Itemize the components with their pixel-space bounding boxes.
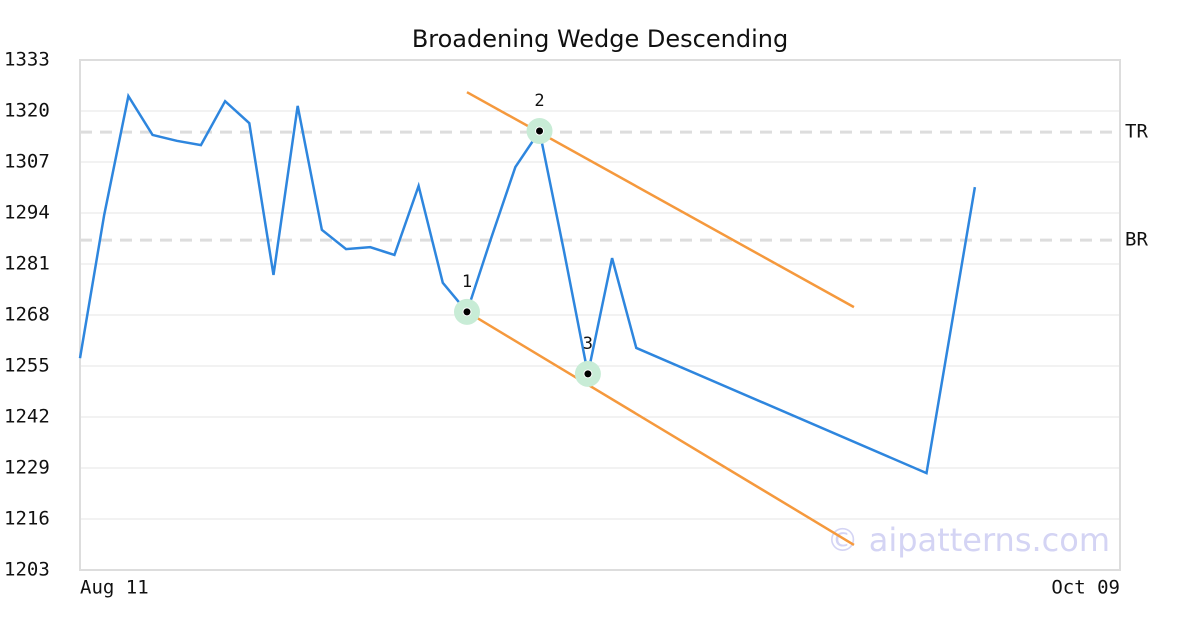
level-label: BR — [1125, 229, 1148, 251]
y-tick-label: 1333 — [4, 49, 50, 71]
pivot-dot — [583, 369, 593, 379]
y-tick-label: 1294 — [4, 202, 50, 224]
plot-frame — [79, 59, 1121, 571]
y-tick-label: 1216 — [4, 508, 50, 530]
pivot-label: 1 — [462, 272, 472, 292]
y-tick-label: 1255 — [4, 355, 50, 377]
y-tick-label: 1268 — [4, 304, 50, 326]
price-line — [78, 92, 977, 475]
trend-line — [466, 310, 855, 546]
pivot-label: 2 — [534, 91, 544, 111]
pivot-dot — [462, 307, 472, 317]
trend-line — [466, 91, 855, 309]
y-tick-label: 1229 — [4, 457, 50, 479]
chart-title: Broadening Wedge Descending — [412, 25, 788, 53]
pivot-dot — [535, 126, 545, 136]
y-tick-label: 1307 — [4, 151, 50, 173]
y-tick-label: 1320 — [4, 100, 50, 122]
watermark: © aipatterns.com — [827, 521, 1110, 559]
y-tick-label: 1242 — [4, 406, 50, 428]
x-tick-label: Aug 11 — [80, 577, 149, 599]
y-tick-label: 1281 — [4, 253, 50, 275]
pivot-label: 3 — [583, 334, 593, 354]
x-tick-label: Oct 09 — [1051, 577, 1120, 599]
level-label: TR — [1125, 121, 1148, 143]
y-tick-label: 1203 — [4, 559, 50, 581]
